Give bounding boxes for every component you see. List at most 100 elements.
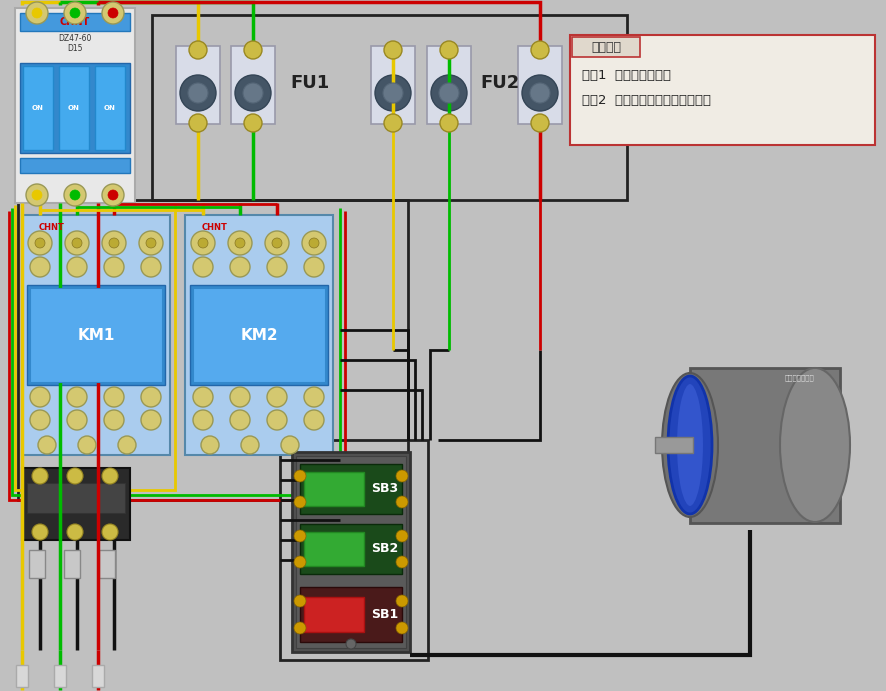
- Circle shape: [108, 8, 118, 18]
- FancyBboxPatch shape: [304, 472, 364, 506]
- Text: FU1: FU1: [291, 74, 330, 92]
- Circle shape: [304, 410, 324, 430]
- Circle shape: [102, 468, 118, 484]
- Circle shape: [267, 410, 287, 430]
- FancyBboxPatch shape: [176, 46, 220, 124]
- Circle shape: [281, 436, 299, 454]
- FancyBboxPatch shape: [20, 63, 130, 153]
- Circle shape: [67, 257, 87, 277]
- Text: DZ47-60: DZ47-60: [58, 33, 91, 43]
- Text: SB1: SB1: [370, 609, 398, 621]
- Circle shape: [384, 41, 402, 59]
- Circle shape: [383, 83, 403, 103]
- Circle shape: [32, 190, 42, 200]
- Text: SB3: SB3: [371, 482, 398, 495]
- Circle shape: [396, 595, 408, 607]
- Text: FU2: FU2: [480, 74, 519, 92]
- FancyBboxPatch shape: [23, 66, 53, 150]
- Circle shape: [440, 114, 458, 132]
- Circle shape: [230, 387, 250, 407]
- Circle shape: [396, 470, 408, 482]
- Circle shape: [64, 2, 86, 24]
- Circle shape: [294, 622, 306, 634]
- FancyBboxPatch shape: [193, 288, 325, 382]
- FancyBboxPatch shape: [300, 587, 402, 642]
- Text: CHNT: CHNT: [202, 223, 228, 231]
- FancyBboxPatch shape: [54, 665, 66, 687]
- Text: KM2: KM2: [240, 328, 278, 343]
- Circle shape: [396, 496, 408, 508]
- FancyBboxPatch shape: [292, 452, 410, 652]
- Circle shape: [384, 114, 402, 132]
- FancyBboxPatch shape: [15, 8, 135, 203]
- Circle shape: [396, 556, 408, 568]
- Circle shape: [531, 41, 549, 59]
- FancyBboxPatch shape: [64, 550, 80, 578]
- FancyBboxPatch shape: [296, 456, 406, 648]
- Circle shape: [531, 114, 549, 132]
- FancyBboxPatch shape: [655, 437, 693, 453]
- Circle shape: [272, 238, 282, 248]
- Text: 步骤1  合上电源开关。: 步骤1 合上电源开关。: [582, 68, 671, 82]
- Circle shape: [440, 41, 458, 59]
- Circle shape: [522, 75, 558, 111]
- Circle shape: [108, 190, 118, 200]
- Circle shape: [294, 556, 306, 568]
- Circle shape: [189, 41, 207, 59]
- Circle shape: [304, 257, 324, 277]
- Ellipse shape: [780, 368, 850, 522]
- Circle shape: [72, 238, 82, 248]
- FancyBboxPatch shape: [371, 46, 415, 124]
- FancyBboxPatch shape: [690, 368, 840, 523]
- Text: CHNT: CHNT: [60, 17, 90, 27]
- FancyBboxPatch shape: [190, 285, 328, 385]
- Ellipse shape: [668, 376, 712, 514]
- FancyBboxPatch shape: [22, 468, 130, 540]
- Circle shape: [67, 410, 87, 430]
- Circle shape: [70, 8, 80, 18]
- Circle shape: [193, 387, 213, 407]
- Ellipse shape: [662, 373, 718, 517]
- Circle shape: [198, 238, 208, 248]
- FancyBboxPatch shape: [59, 66, 89, 150]
- FancyBboxPatch shape: [95, 66, 125, 150]
- Text: 步骤2  按动按钮，进行运行操作。: 步骤2 按动按钮，进行运行操作。: [582, 93, 711, 106]
- FancyBboxPatch shape: [16, 665, 28, 687]
- Text: CHNT: CHNT: [39, 223, 65, 231]
- Circle shape: [32, 468, 48, 484]
- Circle shape: [230, 410, 250, 430]
- Text: 三相异步电动机: 三相异步电动机: [785, 375, 815, 381]
- Text: 操作步骤: 操作步骤: [591, 41, 621, 53]
- Circle shape: [102, 524, 118, 540]
- FancyBboxPatch shape: [304, 532, 364, 566]
- FancyBboxPatch shape: [231, 46, 275, 124]
- Circle shape: [70, 190, 80, 200]
- Circle shape: [32, 524, 48, 540]
- FancyBboxPatch shape: [304, 597, 364, 632]
- Text: ON: ON: [32, 105, 44, 111]
- FancyBboxPatch shape: [572, 37, 640, 57]
- Circle shape: [396, 530, 408, 542]
- Circle shape: [244, 114, 262, 132]
- FancyBboxPatch shape: [518, 46, 562, 124]
- Circle shape: [439, 83, 459, 103]
- Circle shape: [104, 387, 124, 407]
- Circle shape: [104, 410, 124, 430]
- Text: KM1: KM1: [77, 328, 114, 343]
- FancyBboxPatch shape: [22, 215, 170, 455]
- FancyBboxPatch shape: [300, 464, 402, 514]
- Circle shape: [230, 257, 250, 277]
- Circle shape: [141, 387, 161, 407]
- FancyBboxPatch shape: [20, 158, 130, 173]
- Circle shape: [346, 639, 356, 649]
- Circle shape: [30, 257, 50, 277]
- Circle shape: [396, 622, 408, 634]
- Circle shape: [244, 41, 262, 59]
- FancyBboxPatch shape: [300, 524, 402, 574]
- Circle shape: [267, 257, 287, 277]
- Circle shape: [67, 468, 83, 484]
- Circle shape: [294, 470, 306, 482]
- FancyBboxPatch shape: [427, 46, 471, 124]
- Circle shape: [235, 75, 271, 111]
- FancyBboxPatch shape: [99, 550, 115, 578]
